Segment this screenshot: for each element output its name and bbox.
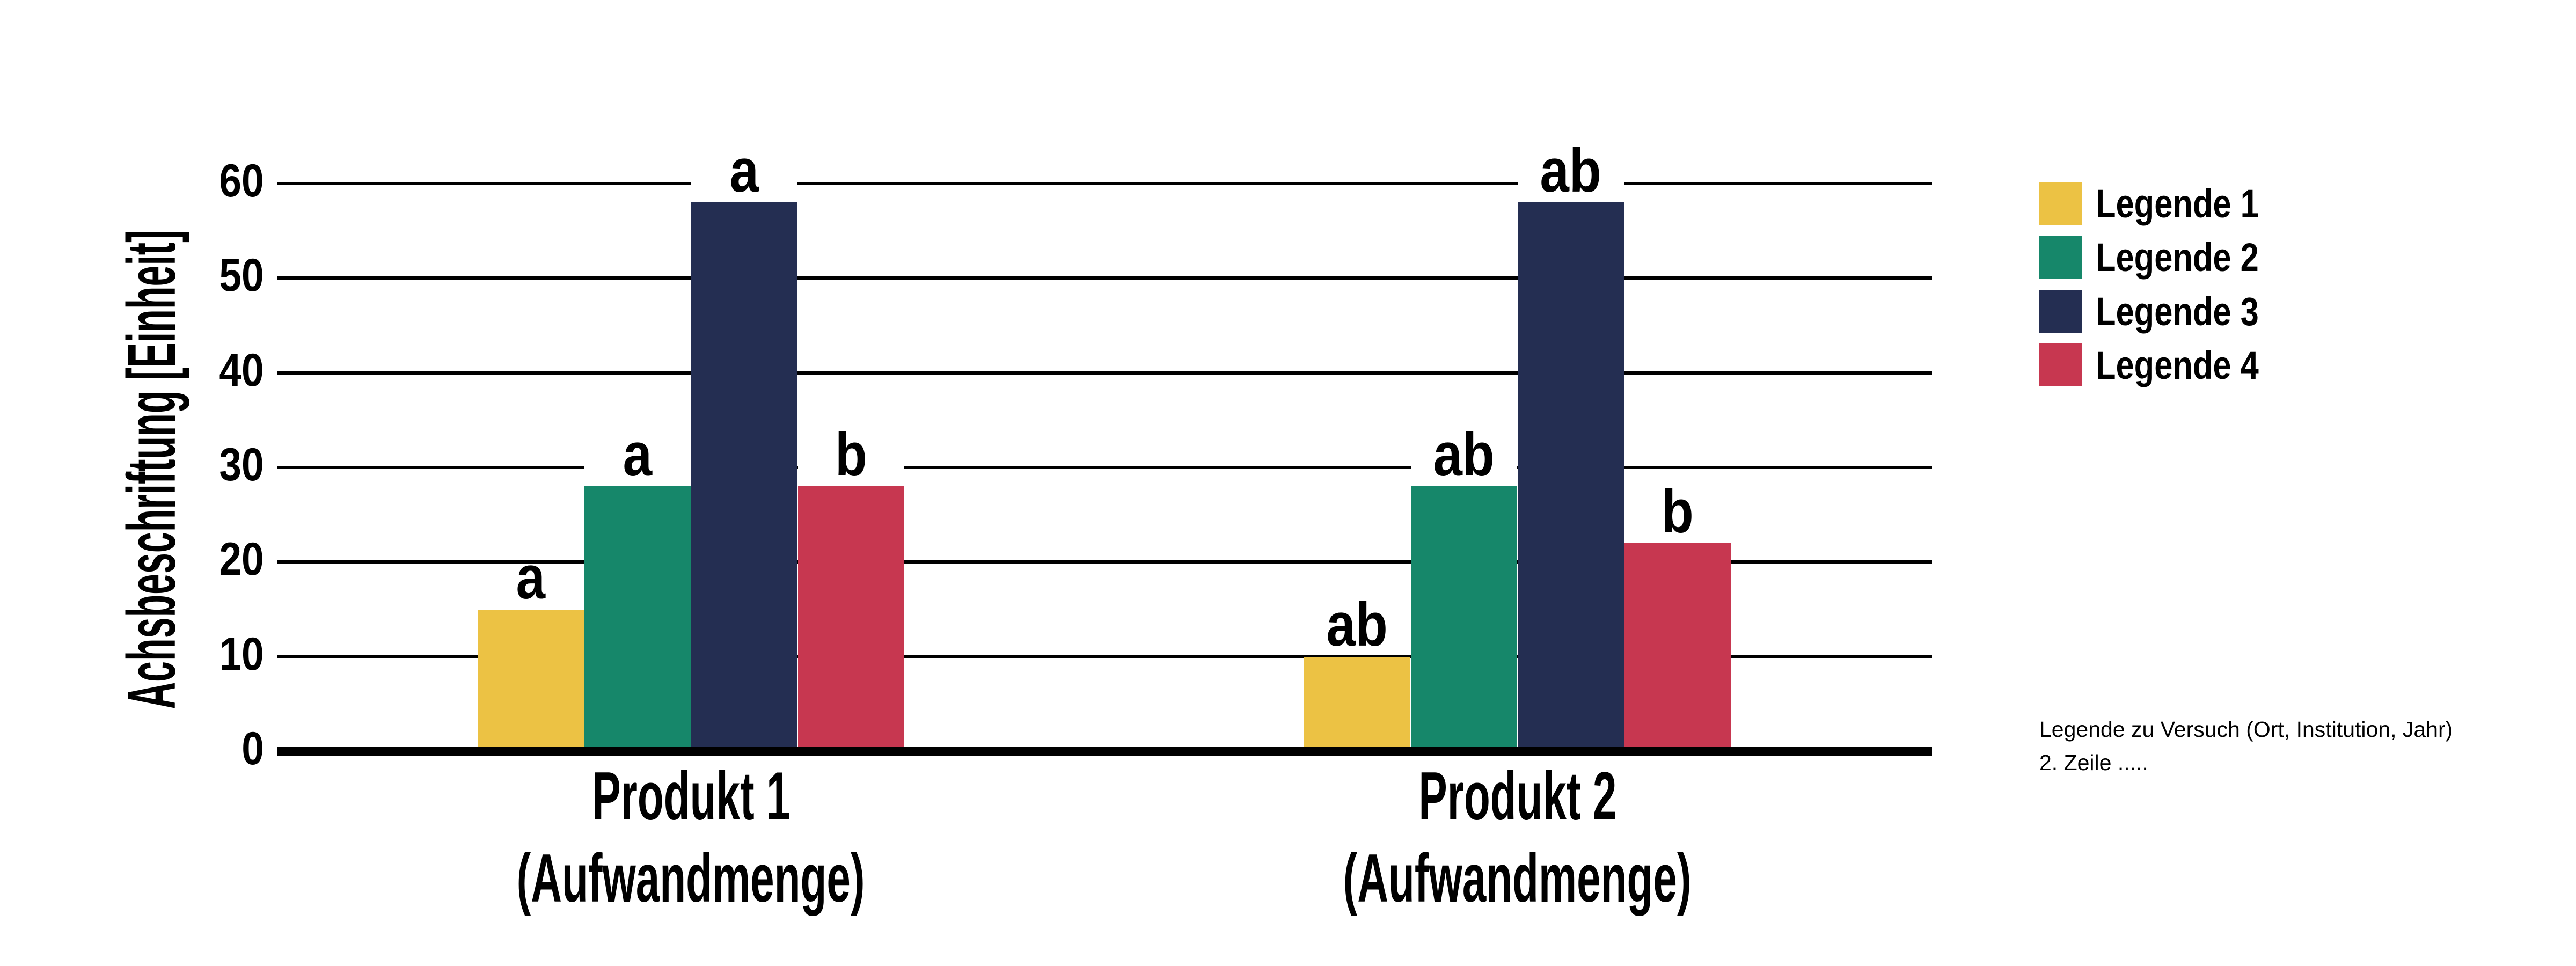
sig-letter-text: a [623, 421, 653, 489]
legend-swatch-legende-3 [2039, 290, 2082, 333]
y-tick-text-40: 40 [219, 344, 264, 396]
y-tick-label-40: 40 [102, 347, 264, 393]
y-tick-text-60: 60 [219, 155, 264, 207]
bar-produkt-1-legende-3 [691, 202, 797, 751]
x-label-line1: Produkt 2 [1142, 755, 1893, 837]
chart-footnote: Legende zu Versuch (Ort, Institution, Ja… [2039, 713, 2453, 779]
legend-swatch-legende-2 [2039, 236, 2082, 279]
y-tick-text-30: 30 [219, 439, 264, 491]
sig-letter-produkt-2-legende-3: ab [1518, 140, 1624, 202]
x-label-text: (Aufwandmenge) [1343, 840, 1692, 916]
gridline-40 [277, 371, 1932, 375]
legend-label-text: Legende 2 [2096, 235, 2259, 280]
gridline-10 [277, 655, 1932, 658]
y-tick-text-10: 10 [219, 628, 264, 680]
x-label-produkt-2: Produkt 2 (Aufwandmenge) [1142, 755, 1893, 919]
gridline-50 [277, 276, 1932, 280]
y-tick-label-30: 30 [102, 442, 264, 488]
sig-letter-produkt-2-legende-1: ab [1304, 595, 1410, 656]
bar-produkt-1-legende-1 [478, 609, 584, 751]
gridline-20 [277, 560, 1932, 564]
bar-produkt-2-legende-1 [1304, 656, 1410, 751]
legend-label-text: Legende 3 [2096, 289, 2259, 334]
y-tick-text-50: 50 [219, 250, 264, 302]
sig-letter-produkt-1-legende-2: a [584, 424, 691, 486]
x-label-text: Produkt 2 [1418, 758, 1616, 834]
y-tick-label-0: 0 [102, 726, 264, 772]
gridline-30 [277, 466, 1932, 469]
x-label-line2: (Aufwandmenge) [1142, 837, 1893, 919]
legend-label-legende-4: Legende 4 [2096, 342, 2292, 387]
legend-swatch-legende-4 [2039, 343, 2082, 386]
sig-letter-text: a [516, 544, 546, 612]
y-tick-label-50: 50 [102, 252, 264, 298]
x-label-text: Produkt 1 [591, 758, 790, 834]
y-tick-label-20: 20 [102, 536, 264, 582]
sig-letter-text: b [1662, 477, 1694, 546]
sig-letter-produkt-1-legende-4: b [798, 424, 904, 486]
y-tick-label-60: 60 [102, 158, 264, 204]
bar-produkt-1-legende-4 [798, 486, 904, 751]
gridline-60 [277, 182, 1932, 185]
y-tick-text-20: 20 [219, 533, 264, 586]
legend-label-legende-1: Legende 1 [2096, 181, 2292, 226]
sig-letter-produkt-2-legende-2: ab [1411, 424, 1517, 486]
legend-label-legende-3: Legende 3 [2096, 289, 2292, 334]
legend-label-text: Legende 1 [2096, 181, 2259, 226]
sig-letter-produkt-1-legende-3: a [691, 140, 797, 202]
sig-letter-produkt-1-legende-1: a [478, 547, 584, 609]
x-axis-line [277, 747, 1932, 756]
y-tick-text-0: 0 [241, 723, 264, 774]
sig-letter-text: b [835, 421, 867, 489]
bar-produkt-1-legende-2 [584, 486, 691, 751]
x-label-text: (Aufwandmenge) [517, 840, 865, 916]
footnote-line2: 2. Zeile ..... [2039, 750, 2148, 775]
legend-swatch-legende-1 [2039, 182, 2082, 225]
bar-produkt-2-legende-2 [1411, 486, 1517, 751]
sig-letter-text: ab [1326, 591, 1388, 660]
sig-letter-produkt-2-legende-4: b [1624, 481, 1731, 542]
x-label-line1: Produkt 1 [316, 755, 1067, 837]
bar-produkt-2-legende-4 [1624, 543, 1731, 751]
x-label-produkt-1: Produkt 1 (Aufwandmenge) [316, 755, 1067, 919]
sig-letter-text: ab [1540, 137, 1602, 206]
x-label-line2: (Aufwandmenge) [316, 837, 1067, 919]
sig-letter-text: a [729, 137, 759, 206]
y-tick-label-10: 10 [102, 631, 264, 677]
legend-label-legende-2: Legende 2 [2096, 235, 2292, 280]
bar-produkt-2-legende-3 [1518, 202, 1624, 751]
sig-letter-text: ab [1433, 421, 1495, 489]
footnote-line1: Legende zu Versuch (Ort, Institution, Ja… [2039, 717, 2453, 742]
legend-label-text: Legende 4 [2096, 342, 2259, 387]
